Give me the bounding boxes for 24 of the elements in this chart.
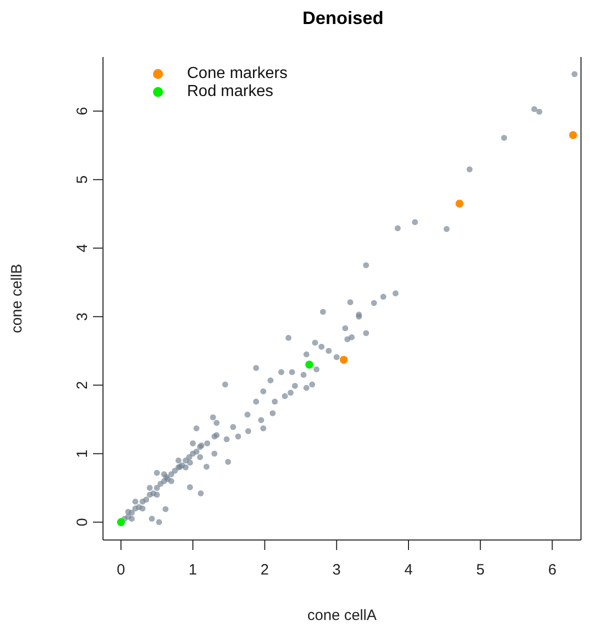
x-tick-label: 3: [332, 562, 341, 579]
point: [305, 360, 314, 369]
x-tick-label: 0: [116, 562, 126, 579]
y-tick-label: 4: [74, 244, 91, 252]
y-tick-label: 2: [74, 380, 91, 390]
y-tick-label: 1: [74, 450, 91, 458]
chart-title: Denoised: [301, 8, 385, 29]
point: [340, 356, 348, 364]
point: [569, 131, 578, 140]
x-axis-title: cone cellA: [307, 607, 377, 624]
point: [116, 518, 125, 526]
y-tick-label: 5: [74, 175, 91, 184]
x-tick-label: 5: [476, 562, 485, 579]
y-axis-title: cone cellB: [8, 264, 26, 334]
x-tick-label: 1: [188, 562, 198, 579]
x-tick-label: 2: [260, 562, 269, 579]
legend-label: Cone markers: [187, 65, 288, 83]
point: [456, 200, 464, 208]
legend-label: Rod markes: [187, 83, 274, 101]
y-tick-label: 6: [74, 106, 91, 116]
x-tick-label: 6: [548, 562, 556, 579]
y-tick-label: 3: [74, 312, 91, 321]
y-tick-label: 0: [74, 518, 91, 526]
x-tick-label: 4: [404, 562, 413, 579]
